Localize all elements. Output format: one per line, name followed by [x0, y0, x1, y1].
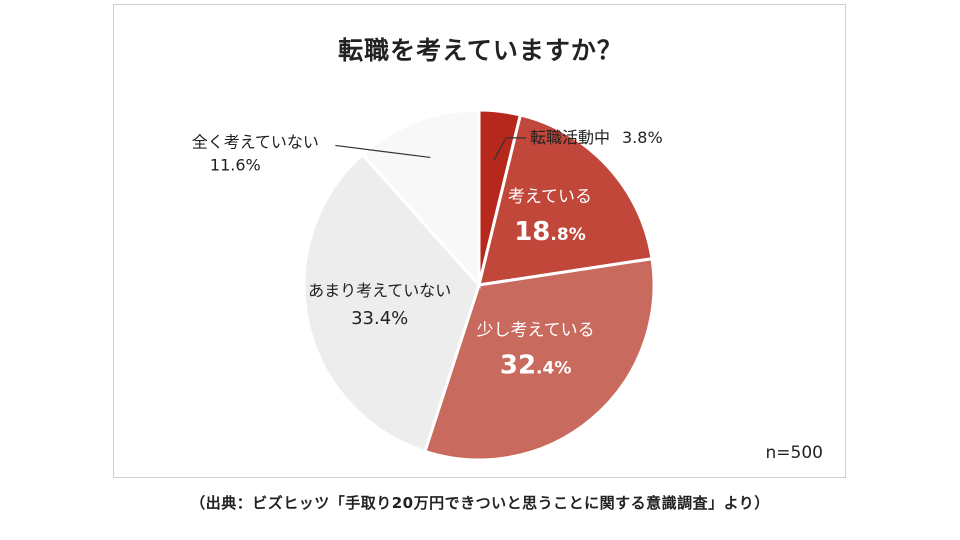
pie-slice-3	[302, 152, 481, 454]
slice-label-1: 考えている	[508, 187, 592, 207]
slice-label-4: 全く考えていない	[192, 132, 319, 151]
leader-line-4	[335, 144, 431, 159]
pie-chart: 転職活動中 3.8% 考えている 18.8% 少し考えている 32.4% あまり考えていない…	[192, 108, 663, 462]
slice-label-2: 少し考えている	[477, 321, 595, 341]
leader-line-0	[493, 137, 527, 161]
slice-label-3: あまり考えていない	[308, 281, 451, 300]
source-note: （出典：ビズヒッツ「手取り20万円できついと思うことに関する意識調査」より）	[190, 494, 770, 512]
pie-slice-2	[423, 257, 656, 462]
sample-size: n=500	[765, 443, 823, 463]
slice-value-3: 33.4%	[351, 308, 408, 329]
slice-value-4: 11.6%	[210, 155, 261, 174]
slice-label-0: 転職活動中	[530, 128, 610, 147]
chart-frame: 転職を考えていますか？ 転職活動中 3.8% 考えている 18.8% 少し考えている 32…	[113, 4, 846, 478]
chart-title: 転職を考えていますか？	[338, 36, 623, 65]
slice-value-0: 3.8%	[622, 128, 663, 147]
slice-value-1: 18.8%	[514, 217, 586, 247]
pie-slice-1	[477, 113, 654, 287]
slice-value-2: 32.4%	[500, 351, 572, 381]
